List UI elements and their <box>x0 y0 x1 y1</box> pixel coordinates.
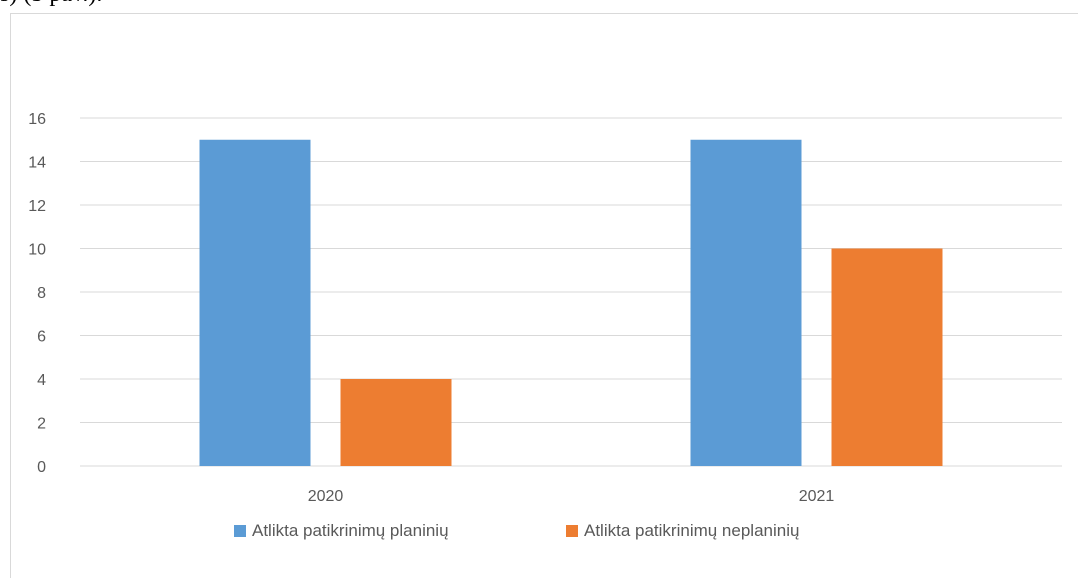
bar <box>199 139 311 466</box>
y-tick-label: 14 <box>28 155 46 172</box>
y-tick-label: 10 <box>28 242 46 259</box>
bar <box>690 139 802 466</box>
y-tick-label: 4 <box>37 372 46 389</box>
bar <box>340 379 452 466</box>
x-tick-label: 2021 <box>799 488 835 505</box>
cut-off-caption-text: s) (5 pav.). <box>0 0 102 8</box>
y-tick-label: 16 <box>28 111 46 128</box>
y-axis-tick-labels: 0 2 4 6 8 10 12 14 16 <box>28 111 46 476</box>
y-tick-label: 6 <box>37 329 46 346</box>
legend-swatch <box>566 525 578 537</box>
y-tick-label: 2 <box>37 416 46 433</box>
x-axis-tick-labels: 2020 2021 <box>308 488 835 505</box>
legend-label: Atlikta patikrinimų neplaninių <box>584 521 799 540</box>
bar-chart: 0 2 4 6 8 10 12 14 16 2020 2021 Atlikta patikrini… <box>28 111 1062 540</box>
bar <box>831 248 943 466</box>
legend-label: Atlikta patikrinimų planinių <box>252 521 449 540</box>
chart-frame <box>10 13 1078 578</box>
x-tick-label: 2020 <box>308 488 344 505</box>
y-tick-label: 8 <box>37 285 46 302</box>
legend-swatch <box>234 525 246 537</box>
bars <box>199 139 943 466</box>
y-tick-label: 0 <box>37 459 46 476</box>
y-tick-label: 12 <box>28 198 46 215</box>
legend: Atlikta patikrinimų planinių Atlikta pati… <box>234 521 799 540</box>
